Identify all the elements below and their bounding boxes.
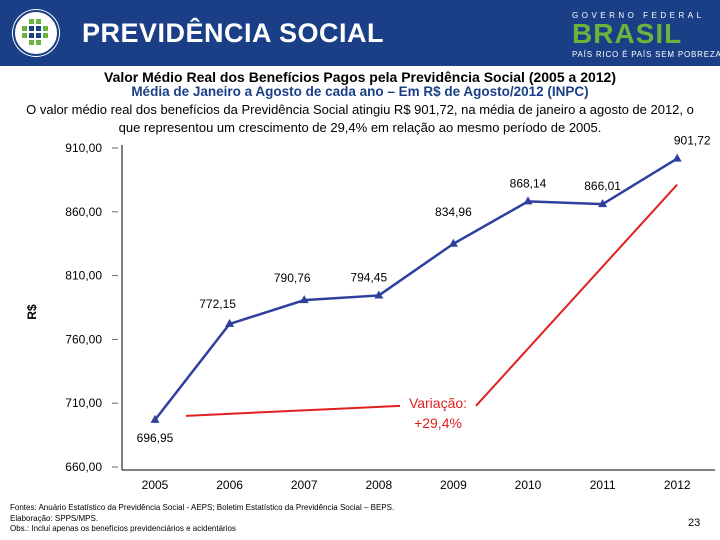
- data-label: 834,96: [435, 205, 472, 219]
- data-label: 868,14: [510, 176, 547, 190]
- x-tick-label: 2009: [440, 478, 467, 492]
- previdencia-logo-icon: [12, 9, 60, 57]
- x-tick-label: 2007: [291, 478, 318, 492]
- data-point-marker: [448, 238, 458, 247]
- y-tick-label: 860,00: [65, 205, 102, 219]
- data-point-marker: [672, 153, 682, 162]
- y-tick-label: 710,00: [65, 396, 102, 410]
- chart-subtitle: Média de Janeiro a Agosto de cada ano – …: [131, 84, 589, 99]
- x-tick-label: 2008: [365, 478, 392, 492]
- y-tick-label: 760,00: [65, 332, 102, 346]
- brasil-brand-logo: BRASIL: [572, 20, 682, 48]
- data-point-marker: [374, 290, 384, 299]
- y-axis-label: R$: [25, 304, 39, 320]
- footer-elaboration: Elaboração: SPPS/MPS.: [10, 513, 99, 523]
- y-tick-label: 910,00: [65, 141, 102, 155]
- data-label: 794,45: [350, 270, 387, 284]
- data-label: 866,01: [584, 179, 621, 193]
- variation-line-baseline: [185, 404, 401, 417]
- x-tick-label: 2010: [515, 478, 542, 492]
- footer-notes: Fontes: Anuário Estatístico da Previdênc…: [10, 503, 394, 535]
- brand-top-text: GOVERNO FEDERAL: [572, 11, 705, 20]
- x-tick-label: 2005: [142, 478, 169, 492]
- x-tick-label: 2006: [216, 478, 243, 492]
- y-tick-label: 660,00: [65, 460, 102, 474]
- data-label: 696,95: [137, 431, 174, 445]
- chart-description: O valor médio real dos benefícios da Pre…: [26, 102, 694, 135]
- footer-observation: Obs.: Inclui apenas os benefícios previd…: [10, 524, 236, 533]
- y-tick-label: 810,00: [65, 269, 102, 283]
- series-line: [154, 157, 678, 421]
- variation-line-growth: [475, 183, 678, 407]
- footer-sources: Fontes: Anuário Estatístico da Previdênc…: [10, 503, 395, 512]
- data-point-marker: [299, 295, 309, 304]
- data-point-marker: [598, 199, 608, 208]
- data-point-marker: [150, 414, 160, 423]
- data-label: 901,72: [674, 134, 711, 148]
- variation-value: +29,4%: [414, 415, 462, 431]
- brand-sub-text: PAÍS RICO É PAÍS SEM POBREZA: [572, 50, 720, 59]
- page-number: 23: [688, 517, 701, 529]
- logo-title: PREVIDÊNCIA SOCIAL: [82, 18, 385, 48]
- data-point-marker: [523, 196, 533, 205]
- data-label: 790,76: [274, 271, 311, 285]
- header-bar: PREVIDÊNCIA SOCIAL GOVERNO FEDERAL BRASI…: [0, 0, 720, 66]
- x-tick-label: 2011: [590, 478, 616, 492]
- data-label: 772,15: [199, 297, 236, 311]
- data-point-marker: [225, 318, 235, 327]
- x-tick-label: 2012: [664, 478, 691, 492]
- variation-label: Variação:: [409, 395, 467, 411]
- chart-title: Valor Médio Real dos Benefícios Pagos pe…: [104, 69, 616, 85]
- brand-main-text: BRASIL: [572, 18, 683, 49]
